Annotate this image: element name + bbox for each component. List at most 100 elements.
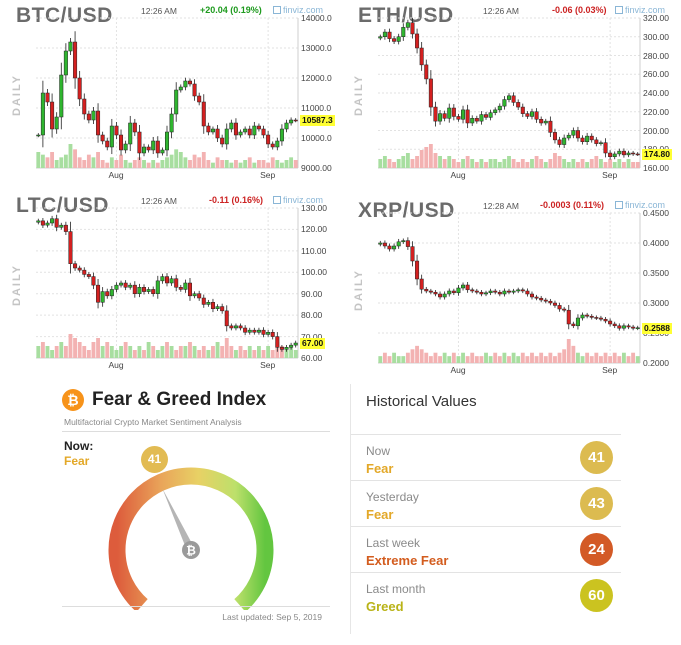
candle-body-up [128, 284, 133, 288]
candle [100, 287, 105, 307]
xrp-candlestick-chart [378, 212, 641, 364]
candle [442, 110, 447, 122]
candle-body-up [612, 153, 617, 157]
y-tick-label: 11000.0 [301, 103, 332, 113]
volume-bar [215, 157, 220, 168]
candle-body-down [484, 114, 489, 118]
volume-bar [626, 356, 631, 363]
volume-bar [548, 159, 553, 168]
candle [387, 243, 392, 252]
candle [543, 118, 548, 126]
volume-bar [68, 334, 73, 358]
candle-body-down [45, 92, 50, 103]
candle-body-up [405, 22, 410, 28]
candle [183, 77, 188, 91]
volume-bar [553, 356, 557, 363]
candle-body-down [520, 289, 525, 292]
y-tick-label: 60.00 [301, 353, 323, 363]
volume-bar [50, 152, 55, 168]
volume-bar [571, 345, 576, 363]
candle [511, 92, 516, 106]
volume-bar [488, 356, 493, 363]
candle [174, 82, 179, 122]
finviz-brand-link[interactable]: finviz.com [615, 5, 665, 15]
candle-body-down [224, 310, 229, 327]
candle-body-up [562, 137, 567, 145]
candle [183, 279, 188, 293]
volume-bar [410, 159, 415, 168]
candle-body-down [132, 284, 137, 294]
volume-bar [266, 346, 271, 358]
volume-bar [539, 352, 544, 363]
x-tick-label: Sep [260, 170, 276, 180]
volume-bar [234, 160, 238, 168]
volume-bar [169, 346, 174, 358]
candle [210, 298, 215, 313]
candle [562, 134, 567, 149]
candle-body-up [160, 149, 165, 154]
finviz-brand-link[interactable]: finviz.com [273, 5, 323, 15]
volume-bar [507, 156, 511, 168]
candle [378, 34, 383, 41]
volume-bar [474, 356, 479, 363]
y-tick-label: 14000.0 [301, 13, 332, 23]
volume-bar [183, 346, 188, 358]
volume-bar [82, 160, 87, 168]
volume-bar [293, 160, 298, 168]
candle [456, 113, 461, 122]
candle [474, 115, 479, 124]
candle-body-up [447, 107, 452, 119]
volume-bar [256, 160, 261, 168]
y-tick-label: 10000.0 [301, 133, 332, 143]
candle-body-down [206, 125, 211, 133]
volume-bar [178, 346, 183, 358]
candle-body-down [589, 135, 594, 141]
volume-bar [433, 153, 438, 168]
candle-body-down [428, 78, 433, 108]
volume-bar [234, 350, 238, 358]
volume-bar [59, 342, 64, 358]
candle [109, 286, 114, 300]
candle [631, 150, 636, 156]
candle-body-down [529, 293, 534, 298]
candle-body-down [215, 128, 220, 139]
finviz-brand-link[interactable]: finviz.com [273, 195, 323, 205]
candle-body-down [261, 329, 266, 335]
candle-body-down [548, 300, 553, 304]
candle-body-up [50, 218, 55, 224]
candle-body-down [247, 128, 252, 136]
history-score: 43 [580, 487, 613, 520]
volume-bar [631, 352, 636, 363]
eth-chart-panel: ETH/USD 12:26 AM -0.06 (0.03%) finviz.co… [342, 0, 677, 190]
volume-bar [378, 356, 383, 363]
candle-body-down [114, 125, 119, 136]
last-price-tag: 174.80 [642, 149, 672, 161]
candle-body-down [105, 140, 110, 148]
candle [479, 111, 484, 125]
candle-body-up [378, 36, 383, 39]
candle [165, 125, 169, 157]
finviz-brand-link[interactable]: finviz.com [615, 200, 665, 210]
candle [86, 110, 91, 124]
volume-bar [470, 352, 475, 363]
x-tick-label: Sep [260, 360, 276, 370]
volume-bar [626, 159, 631, 168]
candle-body-down [77, 77, 82, 100]
candle-body-up [169, 113, 174, 133]
volume-bar [576, 162, 580, 168]
candle-body-up [128, 122, 133, 145]
candle-body-down [433, 291, 438, 295]
candle [73, 31, 78, 89]
candle [243, 126, 248, 135]
volume-bar [401, 356, 406, 363]
candle-body-up [279, 128, 284, 142]
candle [220, 134, 225, 148]
x-tick-label: Sep [602, 365, 618, 375]
volume-bar [392, 162, 397, 168]
candle [447, 103, 452, 123]
candle-body-down [419, 47, 424, 66]
candle [493, 107, 498, 116]
candle-body-down [201, 297, 206, 305]
history-label: Yesterday [366, 490, 419, 504]
volume-bar [603, 162, 608, 168]
